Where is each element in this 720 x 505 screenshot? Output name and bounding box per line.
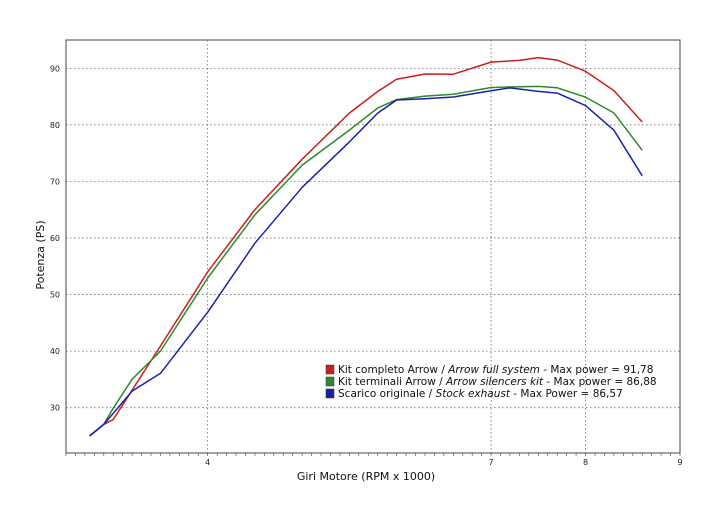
y-tick-label: 70: [50, 177, 60, 186]
legend-max: - Max power = 91,78: [540, 364, 654, 376]
series-line-2: [89, 85, 643, 437]
y-tick-label: 50: [50, 291, 60, 300]
plot-area: [65, 39, 681, 454]
y-tick-label: 30: [50, 404, 60, 413]
x-tick-label: 4: [205, 458, 210, 467]
legend-entry-3: Scarico originale / Stock exhaust - Max …: [338, 388, 623, 400]
legend-name-en: Stock exhaust: [436, 388, 511, 400]
y-tick-label: 60: [50, 234, 60, 243]
legend-name: Kit terminali Arrow /: [338, 376, 446, 388]
series-line-3: [89, 87, 643, 437]
y-tick-label: 80: [50, 121, 60, 130]
y-axis-label: Potenza (PS): [34, 220, 47, 289]
legend-swatch-3: [325, 388, 335, 399]
axis-ticks: 30 40 50 60 70 80 90 4 7 8 9: [50, 64, 683, 467]
legend: Kit completo Arrow / Arrow full system -…: [325, 364, 657, 400]
legend-name: Scarico originale /: [338, 388, 436, 400]
legend-swatch-1: [325, 364, 335, 375]
y-tick-label: 40: [50, 347, 60, 356]
legend-entry-2: Kit terminali Arrow / Arrow silencers ki…: [338, 376, 657, 388]
legend-swatch-2: [325, 376, 335, 387]
x-axis-label: Giri Motore (RPM x 1000): [297, 470, 435, 483]
legend-name-en: Arrow silencers kit: [445, 376, 544, 388]
legend-name: Kit completo Arrow /: [338, 364, 448, 376]
grid: [66, 40, 680, 453]
x-tick-label: 9: [677, 458, 682, 467]
x-tick-label: 8: [583, 458, 588, 467]
series-line-1: [89, 56, 643, 437]
legend-max: - Max power = 86,88: [543, 376, 657, 388]
x-tick-label: 7: [489, 458, 494, 467]
legend-entry-1: Kit completo Arrow / Arrow full system -…: [338, 364, 653, 376]
series-group: [89, 56, 643, 437]
legend-max: - Max Power = 86,57: [510, 388, 623, 400]
legend-name-en: Arrow full system: [447, 364, 540, 376]
y-tick-label: 90: [50, 64, 60, 73]
